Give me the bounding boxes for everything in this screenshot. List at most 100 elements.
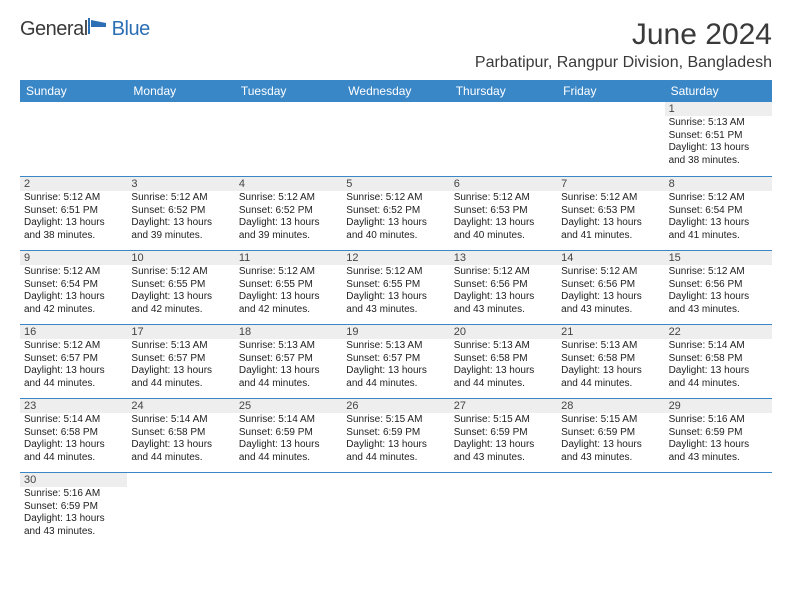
daylight-line1: Daylight: 13 hours — [24, 365, 123, 378]
day-cell — [127, 472, 234, 546]
week-row: 9Sunrise: 5:12 AMSunset: 6:54 PMDaylight… — [20, 250, 772, 324]
day-cell — [450, 102, 557, 176]
weeks-container: 1Sunrise: 5:13 AMSunset: 6:51 PMDaylight… — [20, 102, 772, 546]
brand-logo: General Blue — [20, 18, 150, 41]
day-body: Sunrise: 5:15 AMSunset: 6:59 PMDaylight:… — [450, 413, 557, 467]
daylight-line1: Daylight: 13 hours — [239, 365, 338, 378]
daylight-line1: Daylight: 13 hours — [561, 291, 660, 304]
day-cell: 15Sunrise: 5:12 AMSunset: 6:56 PMDayligh… — [665, 250, 772, 324]
daylight-line2: and 41 minutes. — [669, 230, 768, 243]
day-cell — [342, 102, 449, 176]
daylight-line2: and 42 minutes. — [24, 304, 123, 317]
day-cell: 9Sunrise: 5:12 AMSunset: 6:54 PMDaylight… — [20, 250, 127, 324]
daylight-line2: and 43 minutes. — [561, 452, 660, 465]
daylight-line1: Daylight: 13 hours — [24, 513, 123, 526]
day-number: 22 — [665, 325, 772, 339]
sunrise: Sunrise: 5:12 AM — [561, 192, 660, 205]
day-body: Sunrise: 5:12 AMSunset: 6:53 PMDaylight:… — [450, 191, 557, 245]
week-row: 16Sunrise: 5:12 AMSunset: 6:57 PMDayligh… — [20, 324, 772, 398]
day-header-tuesday: Tuesday — [235, 80, 342, 102]
day-cell: 13Sunrise: 5:12 AMSunset: 6:56 PMDayligh… — [450, 250, 557, 324]
day-number: 27 — [450, 399, 557, 413]
day-cell: 14Sunrise: 5:12 AMSunset: 6:56 PMDayligh… — [557, 250, 664, 324]
day-cell: 25Sunrise: 5:14 AMSunset: 6:59 PMDayligh… — [235, 398, 342, 472]
day-number: 16 — [20, 325, 127, 339]
day-cell: 18Sunrise: 5:13 AMSunset: 6:57 PMDayligh… — [235, 324, 342, 398]
daylight-line1: Daylight: 13 hours — [669, 142, 768, 155]
week-row: 2Sunrise: 5:12 AMSunset: 6:51 PMDaylight… — [20, 176, 772, 250]
day-cell: 2Sunrise: 5:12 AMSunset: 6:51 PMDaylight… — [20, 176, 127, 250]
brand-blue: Blue — [112, 18, 150, 41]
daylight-line2: and 44 minutes. — [239, 378, 338, 391]
daylight-line1: Daylight: 13 hours — [24, 439, 123, 452]
day-number: 15 — [665, 251, 772, 265]
daylight-line2: and 43 minutes. — [669, 304, 768, 317]
sunset: Sunset: 6:58 PM — [24, 427, 123, 440]
calendar: Sunday Monday Tuesday Wednesday Thursday… — [20, 80, 772, 546]
day-cell: 21Sunrise: 5:13 AMSunset: 6:58 PMDayligh… — [557, 324, 664, 398]
daylight-line2: and 44 minutes. — [239, 452, 338, 465]
sunrise: Sunrise: 5:15 AM — [454, 414, 553, 427]
sunset: Sunset: 6:52 PM — [346, 205, 445, 218]
sunset: Sunset: 6:53 PM — [561, 205, 660, 218]
sunrise: Sunrise: 5:12 AM — [24, 192, 123, 205]
day-number: 23 — [20, 399, 127, 413]
day-cell — [665, 472, 772, 546]
day-cell: 26Sunrise: 5:15 AMSunset: 6:59 PMDayligh… — [342, 398, 449, 472]
day-body: Sunrise: 5:12 AMSunset: 6:57 PMDaylight:… — [20, 339, 127, 393]
day-number: 28 — [557, 399, 664, 413]
daylight-line1: Daylight: 13 hours — [669, 365, 768, 378]
day-cell: 23Sunrise: 5:14 AMSunset: 6:58 PMDayligh… — [20, 398, 127, 472]
sunset: Sunset: 6:56 PM — [454, 279, 553, 292]
day-number: 9 — [20, 251, 127, 265]
daylight-line1: Daylight: 13 hours — [454, 291, 553, 304]
day-cell — [557, 102, 664, 176]
sunrise: Sunrise: 5:13 AM — [239, 340, 338, 353]
day-body: Sunrise: 5:14 AMSunset: 6:58 PMDaylight:… — [665, 339, 772, 393]
day-body: Sunrise: 5:13 AMSunset: 6:58 PMDaylight:… — [557, 339, 664, 393]
daylight-line1: Daylight: 13 hours — [561, 365, 660, 378]
day-number: 7 — [557, 177, 664, 191]
daylight-line2: and 43 minutes. — [669, 452, 768, 465]
daylight-line2: and 38 minutes. — [24, 230, 123, 243]
sunset: Sunset: 6:59 PM — [669, 427, 768, 440]
title-block: June 2024 Parbatipur, Rangpur Division, … — [475, 18, 772, 72]
sunrise: Sunrise: 5:12 AM — [239, 192, 338, 205]
day-body: Sunrise: 5:13 AMSunset: 6:51 PMDaylight:… — [665, 116, 772, 170]
sunrise: Sunrise: 5:12 AM — [131, 192, 230, 205]
sunrise: Sunrise: 5:12 AM — [669, 266, 768, 279]
day-cell: 11Sunrise: 5:12 AMSunset: 6:55 PMDayligh… — [235, 250, 342, 324]
daylight-line1: Daylight: 13 hours — [669, 217, 768, 230]
daylight-line2: and 44 minutes. — [131, 452, 230, 465]
daylight-line2: and 42 minutes. — [239, 304, 338, 317]
month-title: June 2024 — [475, 18, 772, 52]
day-number: 10 — [127, 251, 234, 265]
day-body: Sunrise: 5:13 AMSunset: 6:57 PMDaylight:… — [342, 339, 449, 393]
sunrise: Sunrise: 5:15 AM — [346, 414, 445, 427]
day-header-monday: Monday — [127, 80, 234, 102]
daylight-line2: and 40 minutes. — [454, 230, 553, 243]
day-cell: 7Sunrise: 5:12 AMSunset: 6:53 PMDaylight… — [557, 176, 664, 250]
day-cell: 4Sunrise: 5:12 AMSunset: 6:52 PMDaylight… — [235, 176, 342, 250]
sunset: Sunset: 6:51 PM — [24, 205, 123, 218]
day-body: Sunrise: 5:12 AMSunset: 6:53 PMDaylight:… — [557, 191, 664, 245]
day-cell: 5Sunrise: 5:12 AMSunset: 6:52 PMDaylight… — [342, 176, 449, 250]
daylight-line2: and 42 minutes. — [131, 304, 230, 317]
day-number: 21 — [557, 325, 664, 339]
sunset: Sunset: 6:59 PM — [24, 501, 123, 514]
daylight-line1: Daylight: 13 hours — [346, 439, 445, 452]
daylight-line2: and 39 minutes. — [131, 230, 230, 243]
daylight-line2: and 44 minutes. — [346, 452, 445, 465]
day-cell: 6Sunrise: 5:12 AMSunset: 6:53 PMDaylight… — [450, 176, 557, 250]
day-header-row: Sunday Monday Tuesday Wednesday Thursday… — [20, 80, 772, 102]
sunset: Sunset: 6:56 PM — [669, 279, 768, 292]
week-row: 1Sunrise: 5:13 AMSunset: 6:51 PMDaylight… — [20, 102, 772, 176]
day-header-thursday: Thursday — [450, 80, 557, 102]
daylight-line1: Daylight: 13 hours — [24, 291, 123, 304]
sunset: Sunset: 6:51 PM — [669, 130, 768, 143]
daylight-line2: and 43 minutes. — [454, 452, 553, 465]
day-number: 11 — [235, 251, 342, 265]
day-number: 24 — [127, 399, 234, 413]
sunrise: Sunrise: 5:14 AM — [669, 340, 768, 353]
day-body: Sunrise: 5:13 AMSunset: 6:57 PMDaylight:… — [127, 339, 234, 393]
